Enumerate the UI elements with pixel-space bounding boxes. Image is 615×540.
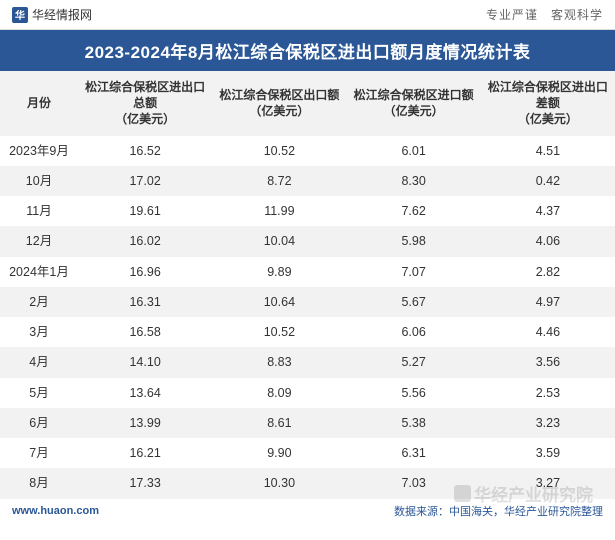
col-unit: （亿美元） <box>82 111 208 127</box>
cell-month: 6月 <box>0 408 78 438</box>
table-row: 2024年1月16.969.897.072.82 <box>0 257 615 287</box>
cell-diff: 3.27 <box>481 468 615 498</box>
cell-diff: 4.06 <box>481 226 615 256</box>
cell-export: 9.89 <box>212 257 346 287</box>
cell-import: 5.38 <box>347 408 481 438</box>
col-label: 松江综合保税区进口额 <box>351 87 477 103</box>
table-row: 7月16.219.906.313.59 <box>0 438 615 468</box>
cell-month: 11月 <box>0 196 78 226</box>
header-tagline: 专业严谨 客观科学 <box>486 6 603 23</box>
cell-import: 7.07 <box>347 257 481 287</box>
table-row: 6月13.998.615.383.23 <box>0 408 615 438</box>
cell-month: 3月 <box>0 317 78 347</box>
cell-import: 6.06 <box>347 317 481 347</box>
cell-export: 8.61 <box>212 408 346 438</box>
cell-import: 5.67 <box>347 287 481 317</box>
col-unit: （亿美元） <box>485 111 611 127</box>
cell-diff: 0.42 <box>481 166 615 196</box>
cell-diff: 3.56 <box>481 347 615 377</box>
col-import: 松江综合保税区进口额 （亿美元） <box>347 71 481 136</box>
cell-total: 16.96 <box>78 257 212 287</box>
cell-total: 16.31 <box>78 287 212 317</box>
table-row: 3月16.5810.526.064.46 <box>0 317 615 347</box>
cell-import: 5.56 <box>347 378 481 408</box>
cell-export: 9.90 <box>212 438 346 468</box>
col-export: 松江综合保税区出口额 （亿美元） <box>212 71 346 136</box>
cell-month: 2023年9月 <box>0 136 78 166</box>
cell-total: 14.10 <box>78 347 212 377</box>
footer-url: www.huaon.com <box>12 505 99 517</box>
table-row: 2023年9月16.5210.526.014.51 <box>0 136 615 166</box>
table-row: 11月19.6111.997.624.37 <box>0 196 615 226</box>
page-title: 2023-2024年8月松江综合保税区进出口额月度情况统计表 <box>0 30 615 71</box>
table-row: 5月13.648.095.562.53 <box>0 378 615 408</box>
col-label: 松江综合保税区进出口差额 <box>485 79 611 111</box>
cell-import: 5.27 <box>347 347 481 377</box>
cell-total: 16.21 <box>78 438 212 468</box>
logo-badge-icon: 华 <box>12 7 28 23</box>
cell-export: 8.72 <box>212 166 346 196</box>
cell-total: 16.58 <box>78 317 212 347</box>
table-row: 12月16.0210.045.984.06 <box>0 226 615 256</box>
cell-diff: 4.51 <box>481 136 615 166</box>
data-table: 月份 松江综合保税区进出口总额 （亿美元） 松江综合保税区出口额 （亿美元） 松… <box>0 71 615 499</box>
table-body: 2023年9月16.5210.526.014.5110月17.028.728.3… <box>0 136 615 499</box>
cell-import: 6.31 <box>347 438 481 468</box>
cell-export: 10.30 <box>212 468 346 498</box>
col-unit: （亿美元） <box>351 103 477 119</box>
footer-source: 数据来源：中国海关，华经产业研究院整理 <box>394 503 603 519</box>
cell-export: 10.52 <box>212 317 346 347</box>
cell-total: 16.02 <box>78 226 212 256</box>
col-label: 松江综合保税区出口额 <box>216 87 342 103</box>
cell-import: 5.98 <box>347 226 481 256</box>
cell-diff: 2.53 <box>481 378 615 408</box>
cell-export: 10.04 <box>212 226 346 256</box>
table-row: 2月16.3110.645.674.97 <box>0 287 615 317</box>
cell-total: 13.99 <box>78 408 212 438</box>
cell-diff: 4.37 <box>481 196 615 226</box>
cell-month: 2月 <box>0 287 78 317</box>
col-diff: 松江综合保税区进出口差额 （亿美元） <box>481 71 615 136</box>
cell-import: 7.03 <box>347 468 481 498</box>
cell-export: 8.83 <box>212 347 346 377</box>
table-row: 8月17.3310.307.033.27 <box>0 468 615 498</box>
cell-total: 16.52 <box>78 136 212 166</box>
cell-total: 17.33 <box>78 468 212 498</box>
cell-export: 8.09 <box>212 378 346 408</box>
cell-month: 10月 <box>0 166 78 196</box>
cell-total: 19.61 <box>78 196 212 226</box>
col-total: 松江综合保税区进出口总额 （亿美元） <box>78 71 212 136</box>
cell-import: 8.30 <box>347 166 481 196</box>
cell-import: 6.01 <box>347 136 481 166</box>
cell-total: 17.02 <box>78 166 212 196</box>
cell-total: 13.64 <box>78 378 212 408</box>
cell-export: 11.99 <box>212 196 346 226</box>
footer: www.huaon.com 数据来源：中国海关，华经产业研究院整理 <box>0 499 615 519</box>
cell-month: 8月 <box>0 468 78 498</box>
cell-diff: 3.23 <box>481 408 615 438</box>
col-month: 月份 <box>0 71 78 136</box>
cell-diff: 4.46 <box>481 317 615 347</box>
top-header: 华 华经情报网 专业严谨 客观科学 <box>0 0 615 30</box>
cell-diff: 3.59 <box>481 438 615 468</box>
cell-diff: 2.82 <box>481 257 615 287</box>
cell-month: 12月 <box>0 226 78 256</box>
cell-export: 10.64 <box>212 287 346 317</box>
table-row: 4月14.108.835.273.56 <box>0 347 615 377</box>
cell-month: 4月 <box>0 347 78 377</box>
cell-export: 10.52 <box>212 136 346 166</box>
col-unit: （亿美元） <box>216 103 342 119</box>
cell-month: 7月 <box>0 438 78 468</box>
site-name: 华经情报网 <box>32 6 92 23</box>
cell-diff: 4.97 <box>481 287 615 317</box>
cell-import: 7.62 <box>347 196 481 226</box>
cell-month: 5月 <box>0 378 78 408</box>
col-label: 月份 <box>27 96 51 110</box>
col-label: 松江综合保税区进出口总额 <box>82 79 208 111</box>
cell-month: 2024年1月 <box>0 257 78 287</box>
site-logo: 华 华经情报网 <box>12 6 92 23</box>
table-row: 10月17.028.728.300.42 <box>0 166 615 196</box>
table-header-row: 月份 松江综合保税区进出口总额 （亿美元） 松江综合保税区出口额 （亿美元） 松… <box>0 71 615 136</box>
